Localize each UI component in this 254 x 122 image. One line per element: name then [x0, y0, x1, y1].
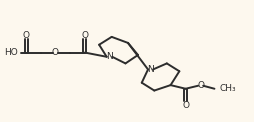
Text: CH₃: CH₃ [220, 84, 236, 93]
Text: O: O [197, 81, 204, 90]
Text: O: O [52, 48, 59, 57]
Text: HO: HO [4, 48, 18, 57]
Text: O: O [81, 31, 88, 40]
Text: N: N [147, 65, 154, 74]
Text: O: O [23, 31, 30, 40]
Text: N: N [106, 52, 113, 61]
Text: O: O [182, 101, 189, 110]
